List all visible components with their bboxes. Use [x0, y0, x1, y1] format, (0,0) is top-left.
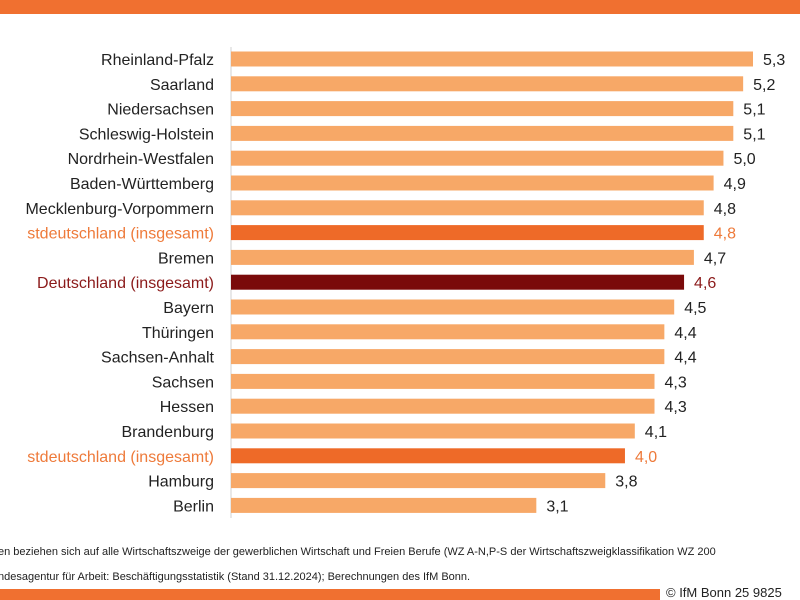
bar-11: [231, 299, 675, 315]
top-accent-band: [0, 0, 800, 14]
bar-13: [231, 349, 665, 365]
bar-chart: Rheinland-Pfalz 5,3 Saarland 5,2 Niedersachs…: [25, 47, 785, 518]
category-label-9: Bremen: [158, 250, 214, 267]
bar-8: [231, 225, 704, 241]
bottom-accent-band: [0, 589, 660, 600]
bar-10: [231, 274, 685, 290]
bar-2: [231, 76, 744, 92]
value-label-18: 3,8: [615, 474, 637, 491]
value-label-2: 5,2: [753, 77, 775, 94]
value-label-17: 4,0: [635, 449, 657, 466]
category-label-15: Hessen: [160, 399, 214, 416]
value-label-19: 3,1: [546, 498, 568, 515]
category-label-19: Berlin: [173, 498, 214, 515]
value-label-8: 4,8: [714, 226, 736, 243]
category-label-2: Saarland: [150, 77, 214, 94]
bar-17: [231, 448, 625, 464]
bar-19: [231, 497, 537, 513]
category-label-13: Sachsen-Anhalt: [101, 350, 215, 367]
value-label-16: 4,1: [645, 424, 667, 441]
bar-1: [231, 51, 753, 67]
category-label-18: Hamburg: [148, 474, 214, 491]
value-label-4: 5,1: [743, 126, 765, 143]
bar-18: [231, 473, 606, 489]
bar-3: [231, 101, 734, 117]
category-label-7: Mecklenburg-Vorpommern: [25, 201, 214, 218]
bar-14: [231, 373, 655, 389]
bar-7: [231, 200, 704, 216]
value-label-14: 4,3: [665, 374, 687, 391]
value-label-6: 4,9: [724, 176, 746, 193]
value-label-13: 4,4: [674, 350, 696, 367]
category-label-11: Bayern: [163, 300, 214, 317]
value-label-12: 4,4: [674, 325, 696, 342]
value-label-11: 4,5: [684, 300, 706, 317]
category-label-4: Schleswig-Holstein: [79, 126, 214, 143]
value-label-10: 4,6: [694, 275, 716, 292]
value-label-5: 5,0: [733, 151, 755, 168]
value-label-9: 4,7: [704, 250, 726, 267]
value-label-15: 4,3: [665, 399, 687, 416]
category-label-10: Deutschland (insgesamt): [37, 275, 214, 292]
bar-4: [231, 125, 734, 141]
category-label-14: Sachsen: [152, 374, 214, 391]
bar-5: [231, 150, 724, 166]
category-label-3: Niedersachsen: [107, 102, 214, 119]
category-label-1: Rheinland-Pfalz: [101, 52, 214, 69]
copyright-notice: © IfM Bonn 25 9825: [666, 585, 782, 600]
footnote-source: ndesagentur für Arbeit: Beschäftigungsst…: [0, 571, 471, 583]
bar-16: [231, 423, 635, 439]
value-label-7: 4,8: [714, 201, 736, 218]
footnote-scope: en beziehen sich auf alle Wirtschaftszwe…: [0, 546, 716, 558]
category-label-12: Thüringen: [142, 325, 214, 342]
category-label-6: Baden-Württemberg: [70, 176, 214, 193]
value-label-1: 5,3: [763, 52, 785, 69]
bar-12: [231, 324, 665, 340]
bar-6: [231, 175, 714, 191]
category-label-5: Nordrhein-Westfalen: [68, 151, 214, 168]
bar-15: [231, 398, 655, 414]
category-label-17: stdeutschland (insgesamt): [27, 449, 214, 466]
value-label-3: 5,1: [743, 102, 765, 119]
bar-9: [231, 249, 694, 265]
category-label-16: Brandenburg: [121, 424, 214, 441]
category-label-8: stdeutschland (insgesamt): [27, 226, 214, 243]
